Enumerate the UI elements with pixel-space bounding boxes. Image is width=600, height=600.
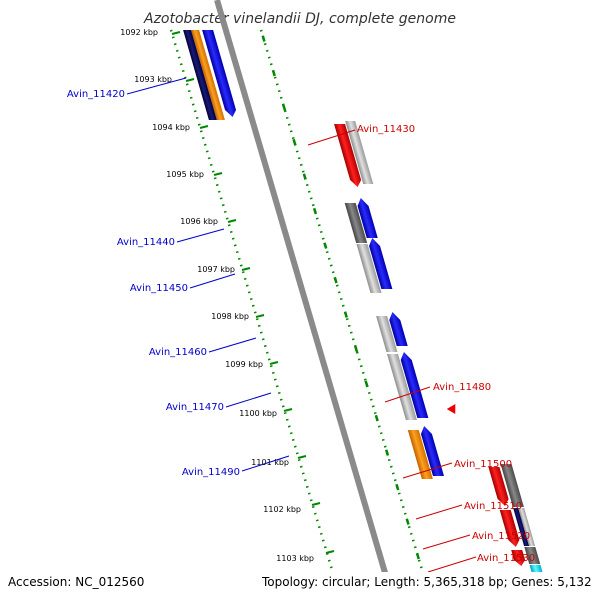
cog-block-pink [534, 590, 551, 600]
outer-tick-ring [169, 29, 334, 572]
gene-label[interactable]: Avin_11460 [149, 347, 207, 358]
gene-label[interactable]: Avin_11500 [454, 459, 512, 470]
map-title: Azotobacter vinelandii DJ, complete geno… [143, 11, 456, 27]
accession-text: Accession: NC_012560 [8, 575, 145, 589]
tick-label: 1100 kbp [239, 409, 277, 418]
tick-label: 1099 kbp [225, 360, 263, 369]
label-leaders [126, 77, 477, 572]
gene-label[interactable]: Avin_11520 [472, 531, 530, 542]
gene-arrow-forward [389, 312, 408, 346]
cog-block-gray [387, 354, 417, 420]
gene-arrow-reverse [334, 124, 362, 187]
tick-label: 1092 kbp [120, 28, 158, 37]
genome-backbone [214, 0, 388, 572]
topology-text: Topology: circular; Length: 5,365,318 bp… [262, 575, 592, 589]
gene-arrow-forward [357, 198, 378, 238]
gene-label[interactable]: Avin_11450 [130, 283, 188, 294]
tick-label: 1096 kbp [180, 217, 218, 226]
gene-label[interactable]: Avin_11530 [477, 553, 535, 564]
gene-arrow-reverse [488, 467, 509, 506]
tick-label: 1098 kbp [211, 312, 249, 321]
cog-block-gray [356, 244, 382, 293]
gene-label[interactable]: Avin_11490 [182, 467, 240, 478]
cog-block-gray [518, 508, 536, 546]
gene-label[interactable]: Avin_11480 [433, 382, 491, 393]
outer-major-ticks [171, 31, 335, 554]
gene-labels[interactable]: Avin_11420 Avin_11430 Avin_11440 Avin_11… [67, 89, 535, 564]
gene-label[interactable]: Avin_11420 [67, 89, 125, 100]
tick-label: 1094 kbp [152, 123, 190, 132]
cog-block-navy [183, 30, 217, 120]
gene-arrow-forward [202, 30, 237, 117]
tick-label: 1093 kbp [134, 75, 172, 84]
gene-label[interactable]: Avin_11510 [464, 501, 522, 512]
gene-label[interactable]: Avin_11430 [357, 124, 415, 135]
gene-arrow-forward [420, 426, 444, 476]
cog-block-darkgray [344, 203, 368, 243]
tick-label: 1102 kbp [263, 505, 301, 514]
cog-block-darkgray [524, 547, 541, 564]
gene-arrow-reverse [511, 550, 526, 566]
tick-label: 1095 kbp [166, 170, 204, 179]
gene-label[interactable]: Avin_11470 [166, 402, 224, 413]
gene-features [183, 30, 551, 600]
gene-arrow-forward [369, 238, 393, 289]
gene-arrow-forward [400, 352, 429, 418]
tick-label: 1103 kbp [276, 554, 314, 563]
tick-label: 1097 kbp [197, 265, 235, 274]
cog-block-darkgray [500, 464, 524, 507]
cog-block-orange [407, 430, 433, 479]
inner-tick-ring [259, 29, 424, 572]
cog-block-orange [191, 30, 225, 120]
gene-label[interactable]: Avin_11440 [117, 237, 175, 248]
cog-block-navy [513, 508, 530, 546]
gene-arrow-reverse [446, 404, 456, 414]
gene-arrow-reverse [499, 510, 520, 547]
cog-block-cyan [529, 565, 547, 572]
cog-block-gray [376, 316, 398, 352]
cog-block-gray [345, 121, 374, 184]
